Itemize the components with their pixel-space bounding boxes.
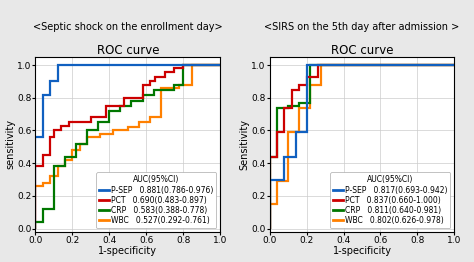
X-axis label: 1-specificity: 1-specificity [332, 247, 392, 256]
X-axis label: 1-specificity: 1-specificity [98, 247, 157, 256]
Text: <Septic shock on the enrollment day>: <Septic shock on the enrollment day> [33, 22, 223, 32]
Text: <SIRS on the 5th day after admission >: <SIRS on the 5th day after admission > [264, 22, 460, 32]
Title: ROC curve: ROC curve [97, 44, 159, 57]
Y-axis label: Sensitivity: Sensitivity [240, 119, 250, 170]
Legend: P-SEP   0.881(0.786-0.976), PCT   0.690(0.483-0.897), CRP   0.583(0.388-0.778), : P-SEP 0.881(0.786-0.976), PCT 0.690(0.48… [96, 172, 216, 228]
Y-axis label: sensitivity: sensitivity [6, 119, 16, 170]
Legend: P-SEP   0.817(0.693-0.942), PCT   0.837(0.660-1.000), CRP   0.811(0.640-0.981), : P-SEP 0.817(0.693-0.942), PCT 0.837(0.66… [330, 172, 450, 228]
Title: ROC curve: ROC curve [331, 44, 393, 57]
